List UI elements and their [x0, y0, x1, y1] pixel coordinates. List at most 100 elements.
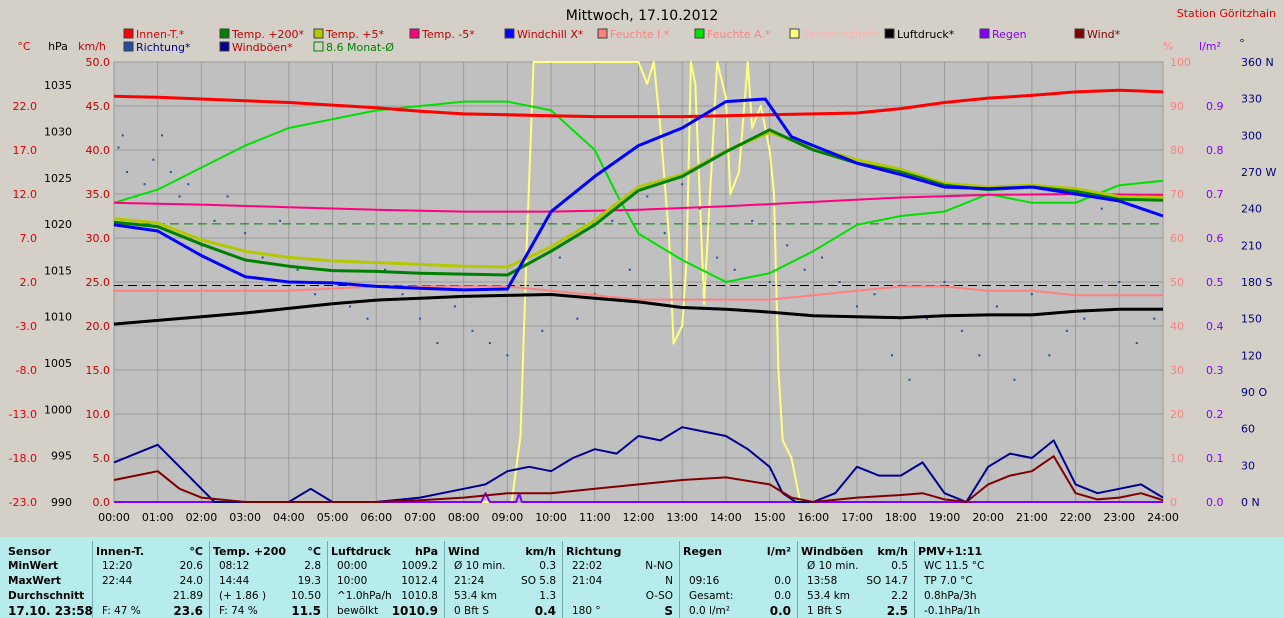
y-tick-celsius: 22.0	[13, 100, 38, 113]
direction-point	[471, 329, 474, 332]
direction-point	[506, 354, 509, 357]
stats-cell-label: 22:44	[102, 575, 133, 587]
direction-point	[960, 329, 963, 332]
series-line-windb-en	[113, 426, 1164, 503]
stats-cell-label: F: 74 %	[219, 605, 258, 617]
stats-cell-value: 2.8	[304, 560, 321, 572]
direction-point	[152, 158, 155, 161]
direction-point	[995, 305, 998, 308]
direction-point	[681, 183, 684, 186]
stats-row-labels: Sensor MinWert MaxWert Durchschnitt 17.1…	[0, 537, 93, 618]
stats-cell-value: 19.3	[297, 575, 321, 587]
stats-cell-label: TP 7.0 °C	[924, 575, 973, 587]
x-tick-label: 23:00	[1103, 511, 1135, 524]
y-tick-hpa: 1020	[44, 218, 72, 231]
y-tick-hpa: 1015	[44, 264, 72, 277]
stats-column: Regen l/m² 09:16 0.0 Gesamt: 0.0 0.0 l/m² 0.0	[679, 537, 797, 618]
y-tick-celsius: 17.0	[13, 144, 38, 157]
y-tick-rain: 0.4	[1206, 320, 1224, 333]
y-tick-celsius: -13.0	[9, 408, 37, 421]
stats-cell-label: 00:00	[337, 560, 368, 572]
x-tick-label: 14:00	[710, 511, 742, 524]
x-tick-label: 24:00	[1147, 511, 1179, 524]
stats-column: Temp. +200 °C 08:12 2.8 14:44 19.3 (+ 1.86 ) 10…	[209, 537, 327, 618]
y-tick-direction: 360 N	[1241, 56, 1274, 69]
y-tick-rain: 0.5	[1206, 276, 1224, 289]
stats-column: Richtung 22:02 N-NO 21:04 N O-SO 180 ° S	[562, 537, 679, 618]
stats-cell-value: 0.3	[539, 560, 556, 572]
legend-swatch-icon	[504, 28, 515, 39]
y-tick-hpa: 1035	[44, 79, 72, 92]
direction-point	[126, 171, 129, 173]
direction-point	[117, 146, 120, 149]
y-tick-hpa: 1010	[44, 311, 72, 324]
y-tick-percent: 20	[1170, 408, 1184, 421]
stats-column-unit: °C	[307, 545, 321, 558]
series-line-wind	[113, 455, 1164, 503]
y-tick-direction: 60	[1241, 423, 1255, 436]
direction-point	[488, 342, 491, 345]
y-tick-kmh: 45.0	[86, 100, 111, 113]
stats-column: PMV+1:11 WC 11.5 °C TP 7.0 °C 0.8hPa/3h -0.1…	[914, 537, 1034, 618]
direction-point	[213, 219, 216, 222]
legend-label: 8.6 Monat-Ø	[326, 41, 394, 54]
y-tick-rain: 0.0	[1206, 496, 1224, 509]
y-tick-hpa: 1000	[44, 403, 72, 416]
direction-point	[178, 195, 181, 198]
direction-point	[891, 354, 894, 357]
y-tick-celsius: -18.0	[9, 452, 37, 465]
stats-cell-value: 0.4	[534, 604, 556, 618]
stats-column: Windböen km/h Ø 10 min. 0.5 13:58 SO 14.7 53.4…	[797, 537, 914, 618]
axis-unit-kmh: km/h	[78, 40, 106, 53]
legend-label: Richtung*	[136, 41, 191, 54]
direction-point	[453, 305, 456, 308]
y-tick-hpa: 990	[51, 496, 72, 509]
legend-swatch-icon	[1074, 28, 1085, 39]
stats-cell-label: 0.8hPa/3h	[924, 590, 977, 602]
stats-cell-value: 11.5	[291, 604, 321, 618]
y-tick-percent: 70	[1170, 188, 1184, 201]
stats-cell-label: Ø 10 min.	[454, 560, 506, 572]
legend-label: Temp. -5*	[421, 28, 475, 41]
direction-point	[838, 281, 841, 283]
stats-cell-label: ^1.0hPa/h	[337, 590, 392, 602]
stats-cell-value: 1010.8	[401, 590, 438, 602]
legend-label: Regen	[992, 28, 1027, 41]
stats-column-divider	[444, 541, 445, 618]
x-tick-label: 21:00	[1016, 511, 1048, 524]
stats-cell-value: 0.5	[891, 560, 908, 572]
stats-column-title: PMV+1:11	[918, 545, 983, 558]
stats-cell-value: O-SO	[645, 590, 673, 602]
legend-swatch-icon	[313, 28, 324, 39]
y-tick-kmh: 10.0	[86, 408, 111, 421]
direction-point	[663, 232, 666, 235]
stats-cell-label: 22:02	[572, 560, 603, 572]
stats-cell-label: 1 Bft S	[807, 605, 842, 617]
y-tick-kmh: 40.0	[86, 144, 111, 157]
legend-swatch-icon	[409, 28, 420, 39]
legend-label: Luftdruck*	[897, 28, 955, 41]
y-tick-percent: 100	[1170, 56, 1191, 69]
direction-point	[856, 305, 859, 308]
stats-column-divider	[562, 541, 563, 618]
row-label-min: MinWert	[8, 560, 59, 572]
stats-column-title: Richtung	[566, 545, 622, 558]
stats-cell-label: 14:44	[219, 575, 250, 587]
y-tick-percent: 80	[1170, 144, 1184, 157]
legend-label: Windböen*	[232, 41, 293, 54]
legend-label: Sonnenschein	[802, 28, 879, 41]
stats-column-title: Temp. +200	[213, 545, 287, 558]
y-tick-rain: 0.6	[1206, 232, 1224, 245]
stats-column-title: Innen-T.	[96, 545, 145, 558]
stats-column-title: Wind	[448, 545, 480, 558]
direction-point	[873, 293, 876, 296]
y-tick-direction: 30	[1241, 459, 1255, 472]
x-tick-label: 11:00	[579, 511, 611, 524]
stats-cell-value: 24.0	[179, 575, 203, 587]
stats-cell-label: 0 Bft S	[454, 605, 489, 617]
stats-column: Luftdruck hPa 00:00 1009.2 10:00 1012.4 ^1.0hP…	[327, 537, 444, 618]
legend-swatch-icon	[979, 28, 990, 39]
legend-swatch-icon	[694, 28, 705, 39]
legend-swatch-icon	[884, 28, 895, 39]
